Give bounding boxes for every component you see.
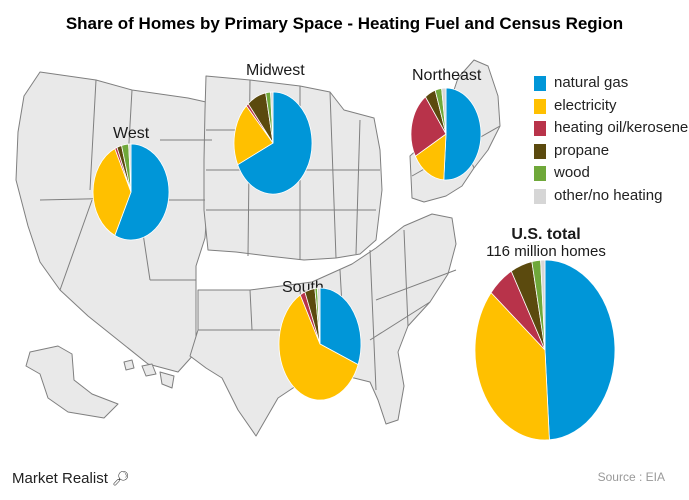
legend-swatch xyxy=(534,121,546,136)
pie-slice-midwest-natural-gas xyxy=(237,91,313,195)
us-total-subtitle: 116 million homes xyxy=(486,243,606,260)
region-label-northeast: Northeast xyxy=(412,67,482,84)
legend-label: electricity xyxy=(554,96,617,114)
pie-slice-south-electricity xyxy=(278,294,359,401)
legend-swatch xyxy=(534,188,546,204)
pie-slice-us-total-electricity xyxy=(474,291,550,441)
pie-charts xyxy=(92,87,616,441)
pie-slice-west-electricity xyxy=(92,147,132,237)
source-note: Source : EIA xyxy=(597,470,665,484)
region-label-west: West xyxy=(113,125,150,142)
legend-label: wood xyxy=(554,164,590,181)
pie-slice-us-total-other xyxy=(540,259,546,351)
legend-label: natural gas xyxy=(554,74,629,91)
pie-slice-us-total-natural-gas xyxy=(544,259,616,441)
pie-slice-northeast-natural-gas xyxy=(443,87,482,181)
market-realist-logo: Market Realist 🔎︎ xyxy=(12,470,130,487)
legend-swatch xyxy=(534,98,546,114)
legend-swatch xyxy=(534,166,546,181)
pie-slice-northeast-heating-oil xyxy=(410,96,447,157)
legend-swatch xyxy=(534,143,546,159)
pie-slice-midwest-other xyxy=(270,91,274,144)
pie-slice-west-natural-gas xyxy=(114,143,170,241)
chart-title: Share of Homes by Primary Space - Heatin… xyxy=(65,14,624,33)
region-label-midwest: Midwest xyxy=(246,62,305,79)
pie-slice-northeast-electricity xyxy=(414,133,447,181)
pie-slice-midwest-electricity xyxy=(233,105,274,166)
hawaii-shape xyxy=(123,359,175,389)
legend-label: propane xyxy=(554,141,610,159)
legend-label: heating oil/kerosene xyxy=(554,119,689,136)
us-total-title: U.S. total xyxy=(511,226,581,243)
legend-swatch xyxy=(534,76,546,91)
pie-slice-northeast-other xyxy=(441,87,447,135)
pie-slice-south-other xyxy=(317,287,321,345)
alaska-shape xyxy=(25,345,119,419)
logo-text: Market Realist xyxy=(12,470,108,487)
pie-slice-south-natural-gas xyxy=(319,287,362,366)
magnifier-icon: 🔎︎ xyxy=(112,470,130,486)
legend-label: other/no heating xyxy=(554,186,663,204)
pie-slice-west-other xyxy=(128,143,132,193)
